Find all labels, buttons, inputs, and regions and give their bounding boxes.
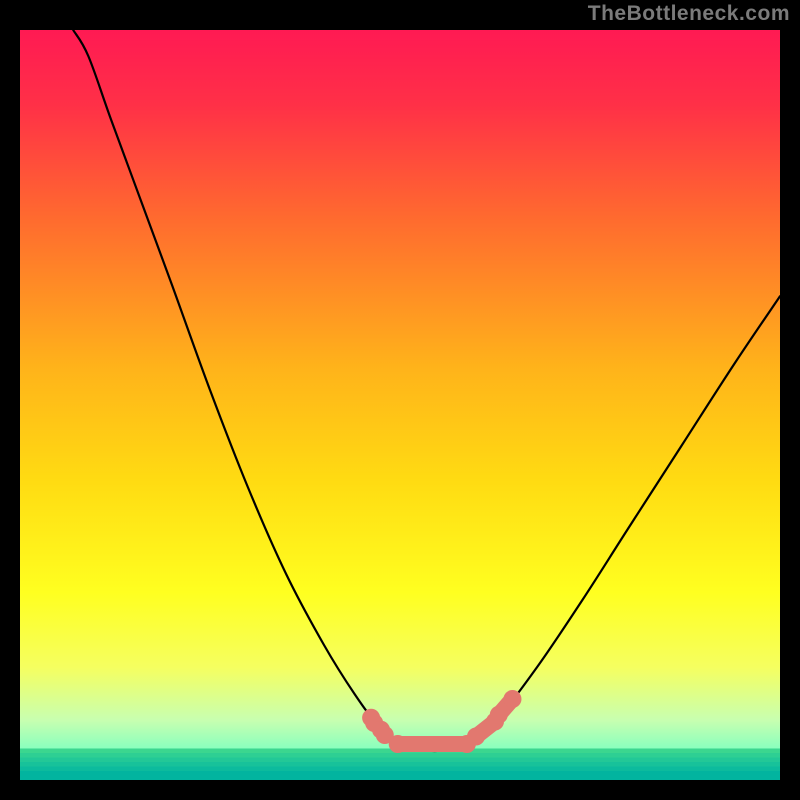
- chart-svg: [0, 0, 800, 800]
- bottom-band: [20, 771, 780, 780]
- highlight-dot: [490, 706, 508, 724]
- highlight-dot: [503, 690, 521, 708]
- bottom-band: [20, 758, 780, 763]
- bottom-band: [20, 767, 780, 772]
- bottom-band: [20, 753, 780, 758]
- watermark-text: TheBottleneck.com: [588, 2, 790, 26]
- chart-frame: TheBottleneck.com: [0, 0, 800, 800]
- bottom-band: [20, 762, 780, 767]
- plot-background: [20, 30, 780, 780]
- highlight-dot: [389, 735, 407, 753]
- highlight-dot: [467, 728, 485, 746]
